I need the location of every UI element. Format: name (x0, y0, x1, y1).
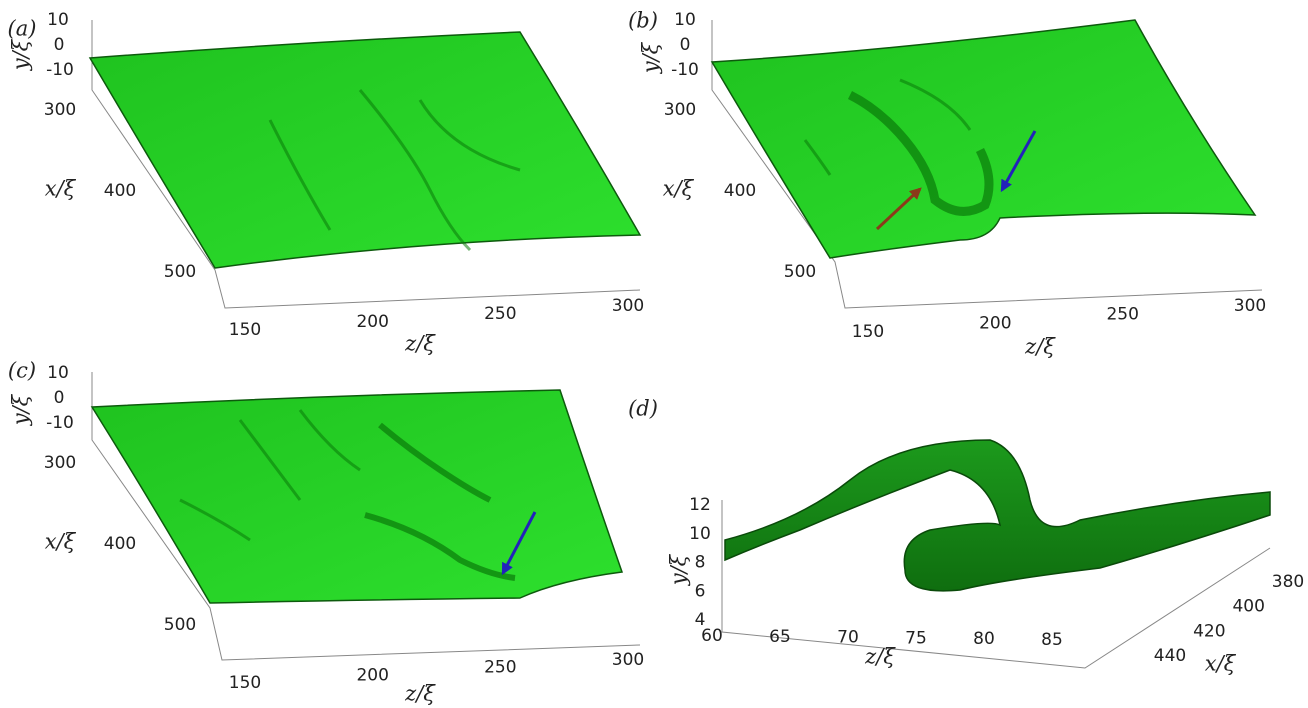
y-axis-label: y/ξ (9, 393, 33, 426)
x-tick-label: 300 (664, 100, 696, 120)
y-tick-label: 10 (47, 363, 69, 383)
page: (a) 10 0 -10 y/ξ 300 400 500 x/ξ 150 200 250 300 z/ξ (… (0, 0, 1308, 708)
z-tick-label: 150 (229, 320, 261, 340)
y-axis-label: y/ξ (667, 553, 691, 586)
z-tick-label: 150 (852, 322, 884, 342)
x-tick-label: 380 (1272, 572, 1304, 592)
y-tick-label: 0 (54, 388, 65, 408)
x-tick-label: 500 (164, 262, 196, 282)
y-axis-label: y/ξ (9, 38, 33, 71)
z-tick-label: 80 (973, 629, 995, 649)
z-axis-label: z/ξ (404, 332, 436, 356)
x-tick-label: 400 (724, 181, 756, 201)
z-tick-label: 65 (769, 627, 791, 647)
z-tick-label: 300 (612, 650, 644, 670)
y-tick-label: 10 (689, 524, 711, 544)
panel-label: (a) (8, 17, 37, 41)
z-tick-label: 200 (356, 312, 388, 332)
x-axis-label: x/ξ (663, 177, 695, 201)
z-axis-label: z/ξ (404, 682, 436, 706)
y-tick-label: 10 (674, 10, 696, 30)
x-tick-label: 400 (1232, 597, 1264, 617)
y-axis-label: y/ξ (639, 41, 663, 74)
z-tick-label: 250 (484, 304, 516, 324)
x-tick-label: 440 (1154, 646, 1186, 666)
x-axis-label: x/ξ (1205, 652, 1237, 676)
y-tick-label: -10 (46, 413, 74, 433)
x-tick-label: 400 (104, 181, 136, 201)
figure: (a) 10 0 -10 y/ξ 300 400 500 x/ξ 150 200 250 300 z/ξ (… (0, 0, 1308, 708)
z-tick-label: 70 (837, 628, 859, 648)
y-tick-label: -10 (46, 60, 74, 80)
z-tick-label: 300 (1234, 296, 1266, 316)
x-tick-label: 400 (104, 534, 136, 554)
x-axis-label: x/ξ (45, 177, 77, 201)
z-tick-label: 150 (229, 673, 261, 693)
z-tick-label: 75 (905, 628, 927, 648)
y-tick-label: 12 (689, 495, 711, 515)
y-tick-label: 8 (695, 553, 706, 573)
panel-label: (b) (628, 9, 658, 33)
z-axis-label: z/ξ (864, 645, 896, 669)
x-tick-label: 300 (44, 100, 76, 120)
y-tick-label: 10 (47, 10, 69, 30)
x-tick-label: 500 (164, 615, 196, 635)
z-tick-label: 85 (1041, 630, 1063, 650)
z-axis-label: z/ξ (1024, 335, 1056, 359)
z-tick-label: 60 (701, 626, 723, 646)
panel-label: (d) (628, 397, 658, 421)
z-tick-label: 250 (484, 658, 516, 678)
x-tick-label: 420 (1193, 621, 1225, 641)
x-tick-label: 500 (784, 262, 816, 282)
y-tick-label: -10 (671, 60, 699, 80)
panel-label: (c) (8, 359, 36, 383)
z-tick-label: 300 (612, 296, 644, 316)
z-tick-label: 200 (356, 665, 388, 685)
x-axis-label: x/ξ (45, 530, 77, 554)
y-tick-label: 6 (695, 581, 706, 601)
z-tick-label: 250 (1106, 305, 1138, 325)
x-tick-label: 300 (44, 453, 76, 473)
z-tick-label: 200 (979, 313, 1011, 333)
y-tick-label: 0 (680, 35, 691, 55)
y-tick-label: 0 (54, 35, 65, 55)
